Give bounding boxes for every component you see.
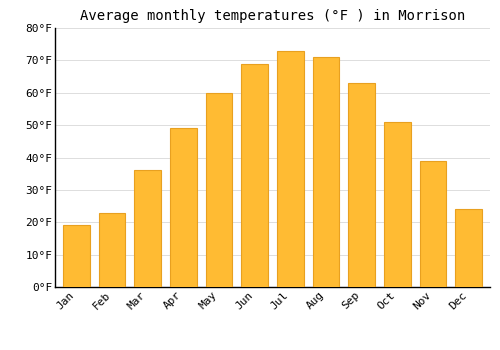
Bar <box>170 128 196 287</box>
Bar <box>455 209 482 287</box>
Bar <box>312 57 340 287</box>
Bar <box>98 212 126 287</box>
Title: Average monthly temperatures (°F ) in Morrison: Average monthly temperatures (°F ) in Mo… <box>80 9 465 23</box>
Bar <box>134 170 161 287</box>
Bar <box>348 83 375 287</box>
Bar <box>420 161 446 287</box>
Bar <box>384 122 410 287</box>
Bar <box>63 225 90 287</box>
Bar <box>277 51 303 287</box>
Bar <box>206 93 233 287</box>
Bar <box>242 64 268 287</box>
